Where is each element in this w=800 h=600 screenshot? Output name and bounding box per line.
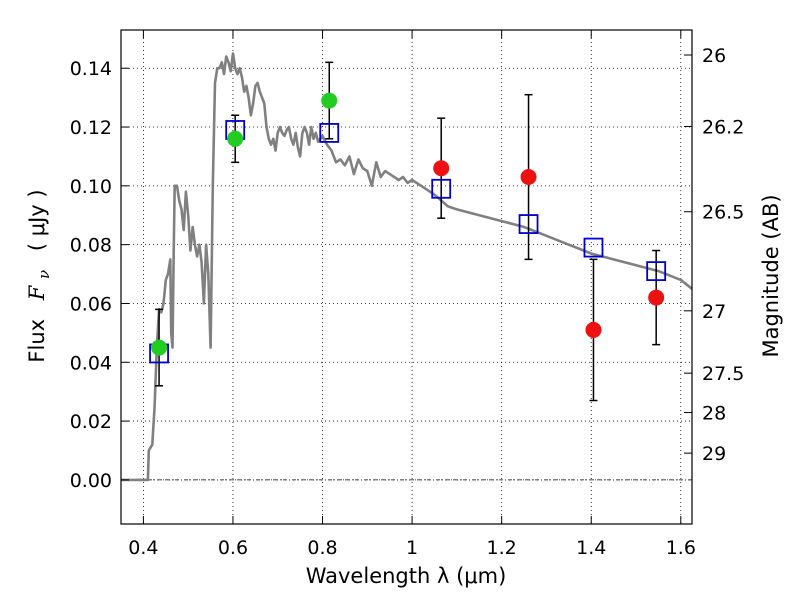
y2-tick-label: 26 [702,45,726,67]
grid-lines [121,30,692,524]
y-axis-title-symbol: F [25,284,49,301]
y2-tick-label: 27 [702,301,726,323]
x-tick-label: 1 [406,537,418,559]
y2-tick-label: 26.2 [702,116,744,138]
model-square-point [518,214,539,234]
x-tick-label: 1.4 [576,537,606,559]
y-tick-label: 0.02 [70,411,112,433]
observed-circle-point [227,130,244,147]
y-tick-label: 0.14 [70,58,112,80]
y-tick-label: 0.10 [70,176,112,198]
y2-tick-label: 26.5 [702,202,744,224]
axis-ticks [121,30,692,524]
model-square-point [646,261,667,282]
observed-circle-point [520,169,537,186]
y2-tick-label: 28 [702,403,726,425]
x-axis-title: Wavelength λ (μm) [306,564,507,588]
y-tick-labels: 0.00 0.02 0.04 0.06 0.08 0.10 0.12 0.14 [70,58,112,492]
x-tick-label: 0.4 [128,537,158,559]
y2-axis-title: Magnitude (AB) [759,194,783,357]
y2-tick-label: 29 [702,443,726,465]
y-axis-title-subscript: ν [35,270,53,279]
observed-circle-point [151,339,168,356]
x-tick-label: 1.2 [487,537,517,559]
y-axis-title-text: Flux [25,319,49,363]
plot-border [120,29,693,525]
model-square-point [319,123,340,143]
observed-circle-point [648,289,665,306]
y2-tick-labels: 26 26.2 26.5 27 27.5 28 29 [702,45,744,465]
y-tick-label: 0.12 [70,117,112,139]
x-tick-labels: 0.4 0.6 0.8 1 1.2 1.4 1.6 [128,537,696,559]
y-axis-title-unit: ( μJy ) [25,189,49,251]
y-tick-label: 0.00 [70,470,112,492]
spectrum-line [121,52,693,482]
y-axis-title: Flux F ν ( μJy ) [25,189,54,362]
x-tick-label: 0.8 [307,537,337,559]
plot-series [121,52,693,482]
model-square-point [431,178,452,199]
observed-circle-point [433,160,450,177]
observed-circle-point [321,92,338,109]
y-tick-label: 0.06 [70,293,112,315]
y-tick-label: 0.08 [70,235,112,257]
x-tick-label: 0.6 [218,537,248,559]
x-tick-label: 1.6 [666,537,696,559]
model-square-point [583,237,604,258]
y-tick-label: 0.04 [70,352,112,374]
y2-tick-label: 27.5 [702,363,744,385]
observed-circle-point [585,321,602,338]
plot-frame [120,29,693,525]
